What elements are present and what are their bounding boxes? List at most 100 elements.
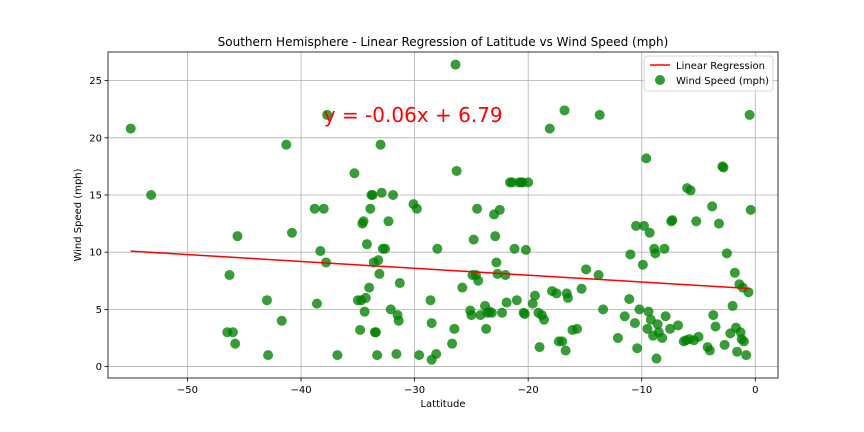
data-point xyxy=(311,298,322,309)
data-point xyxy=(309,203,320,214)
data-point xyxy=(374,268,385,279)
x-tick-label: −40 xyxy=(290,385,311,396)
data-point xyxy=(383,216,394,227)
y-tick-label: 5 xyxy=(96,305,102,316)
y-axis-ticks: 0 5 10 15 20 25 xyxy=(89,76,108,373)
data-point xyxy=(598,304,609,315)
data-point xyxy=(355,324,366,335)
data-point xyxy=(376,187,387,198)
data-point xyxy=(520,244,531,255)
data-point xyxy=(425,295,436,306)
data-point xyxy=(276,315,287,326)
y-tick-label: 10 xyxy=(89,248,102,259)
data-point xyxy=(576,283,587,294)
data-point xyxy=(691,216,702,227)
data-point xyxy=(637,259,648,270)
data-point xyxy=(632,343,643,354)
legend-box xyxy=(643,55,774,92)
x-tick-label: −10 xyxy=(631,385,652,396)
data-point xyxy=(286,227,297,238)
data-point xyxy=(500,270,511,281)
data-point xyxy=(667,215,678,226)
data-point xyxy=(707,201,718,212)
data-point xyxy=(450,59,461,70)
x-tick-label: 0 xyxy=(752,385,758,396)
data-point xyxy=(557,336,568,347)
x-axis-label: Lattitude xyxy=(420,399,465,410)
data-point xyxy=(665,323,676,334)
data-point xyxy=(473,275,484,286)
data-point xyxy=(685,185,696,196)
data-point xyxy=(745,204,756,215)
data-point xyxy=(394,278,405,289)
data-point xyxy=(572,323,582,334)
data-point xyxy=(318,203,329,214)
data-point xyxy=(497,307,508,318)
data-point xyxy=(468,234,479,245)
data-point xyxy=(659,243,670,254)
x-axis-ticks: −50 −40 −30 −20 −10 0 xyxy=(177,378,758,396)
data-point xyxy=(529,290,540,301)
data-point xyxy=(631,220,642,231)
data-point xyxy=(560,345,571,356)
data-point xyxy=(426,318,437,329)
data-point xyxy=(642,323,653,334)
data-point xyxy=(263,350,274,361)
y-tick-label: 15 xyxy=(89,190,102,201)
data-point xyxy=(451,165,462,176)
data-point xyxy=(322,109,333,120)
x-tick-label: −50 xyxy=(177,385,198,396)
data-point xyxy=(634,304,645,315)
legend-points-label: Wind Speed (mph) xyxy=(676,76,769,87)
data-point xyxy=(261,295,272,306)
data-point xyxy=(230,338,241,349)
data-point xyxy=(744,109,755,120)
data-point xyxy=(641,153,652,164)
x-tick-label: −30 xyxy=(404,385,425,396)
data-point xyxy=(713,218,724,229)
data-point xyxy=(501,297,512,308)
data-point xyxy=(644,227,655,238)
data-points xyxy=(125,59,756,365)
data-point xyxy=(559,105,570,116)
data-point xyxy=(650,248,661,259)
data-point xyxy=(385,304,396,315)
data-point xyxy=(624,294,635,305)
legend: Linear Regression Wind Speed (mph) xyxy=(643,55,774,92)
data-point xyxy=(466,310,477,321)
data-point xyxy=(380,243,391,254)
data-point xyxy=(491,257,502,268)
data-point xyxy=(727,300,738,311)
data-point xyxy=(612,332,623,343)
data-point xyxy=(358,216,369,227)
data-point xyxy=(625,249,636,260)
data-point xyxy=(393,315,404,326)
data-point xyxy=(551,288,562,299)
data-point xyxy=(146,189,157,200)
data-point xyxy=(721,248,732,259)
data-point xyxy=(364,282,375,293)
data-point xyxy=(365,203,376,214)
data-point xyxy=(359,306,370,317)
gridlines xyxy=(108,52,778,378)
data-point xyxy=(375,139,386,150)
data-point xyxy=(472,203,483,214)
data-point xyxy=(281,139,292,150)
data-point xyxy=(481,323,492,334)
data-point xyxy=(562,292,573,303)
data-point xyxy=(657,332,668,343)
data-point xyxy=(693,331,704,342)
data-point xyxy=(732,346,743,357)
data-point xyxy=(527,298,538,309)
data-point xyxy=(593,270,604,281)
y-tick-label: 0 xyxy=(96,362,102,373)
data-point xyxy=(509,243,520,254)
data-point xyxy=(486,307,497,318)
data-point xyxy=(431,348,442,359)
data-point xyxy=(539,314,550,325)
data-point xyxy=(523,177,534,188)
data-point xyxy=(660,311,671,322)
data-point xyxy=(629,318,640,329)
data-point xyxy=(388,189,399,200)
